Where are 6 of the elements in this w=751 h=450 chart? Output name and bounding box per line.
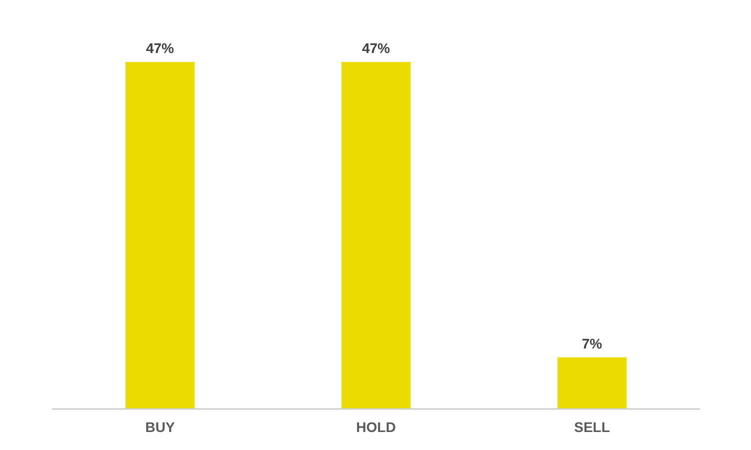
data-label: 47% <box>146 40 175 56</box>
x-tick-label: HOLD <box>356 419 396 435</box>
data-label: 7% <box>582 335 603 352</box>
x-tick-label: SELL <box>574 419 610 435</box>
data-label: 47% <box>362 40 391 56</box>
x-tick-label: BUY <box>145 419 176 435</box>
